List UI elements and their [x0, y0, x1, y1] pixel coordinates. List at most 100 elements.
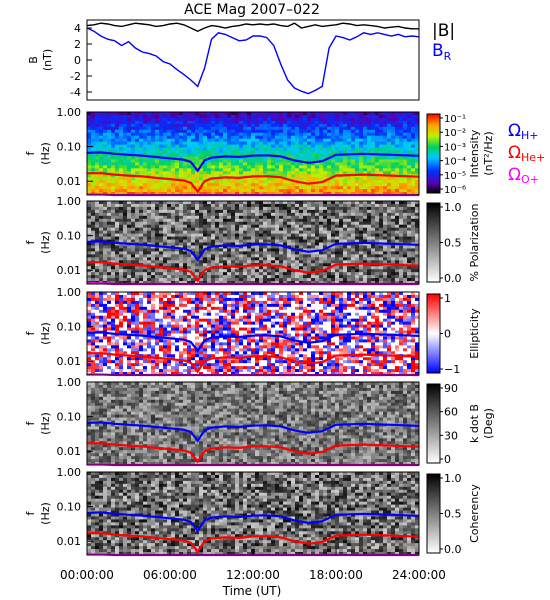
- colorbar-label-ellipticity: Ellipticity: [468, 308, 481, 359]
- gyro-line-h-plus-coherency: [86, 511, 420, 533]
- xtick-label: 18:00:00: [309, 568, 363, 582]
- b-ytick-label: 0: [74, 54, 81, 67]
- colorbar-tick-label: 1: [444, 292, 451, 305]
- legend-br-sub: R: [444, 50, 452, 63]
- ylabel-hz: (Hz): [39, 502, 52, 525]
- ytick-label: 0.10: [57, 411, 82, 424]
- colorbar-intensity: [426, 113, 441, 194]
- colorbar-tick-label: 10⁻¹: [444, 114, 466, 125]
- panel-frame-kdotb: [86, 381, 420, 466]
- ytick-label: 1.00: [57, 195, 82, 208]
- gyro-line-he-plus-polarization: [87, 261, 420, 283]
- b-ytick-label: 2: [74, 38, 81, 51]
- colorbar-tick-label: 0: [444, 328, 451, 341]
- ytick-label: 0.01: [57, 264, 82, 277]
- colorbar-kdotb: [426, 383, 441, 464]
- ylabel-f: f: [24, 510, 37, 515]
- heatmap-polarization: [87, 201, 420, 285]
- b-ylabel-line1: B: [27, 56, 40, 64]
- b-field-panel: 420-2-4 B (nT) |B| BR: [27, 19, 455, 101]
- legend-btot: |B|: [432, 21, 455, 41]
- panel-frame-intensity: [86, 111, 420, 196]
- colorbar-tick-label: 30: [444, 429, 458, 442]
- ytick-label: 0.10: [57, 141, 82, 154]
- ytick-label: 1.00: [57, 286, 82, 299]
- colorbar-tick-label: 10⁻⁵: [444, 171, 466, 182]
- gyro-line-h-plus-polarization: [86, 240, 420, 262]
- spectrogram-panel-intensity: 1.00 0.10 0.01 f (Hz) 10⁻¹ 10⁻² 10⁻³ 10⁻⁴ 10⁻⁵ 10⁻…: [24, 106, 495, 197]
- gyro-legend-he-plus: ΩHe+: [508, 143, 545, 164]
- colorbar-tick-label: 0.5: [444, 237, 462, 250]
- chart-title: ACE Mag 2007–022: [184, 2, 320, 18]
- panel-frame-ellipticity: [86, 291, 420, 376]
- colorbar-tick-label: 0: [444, 453, 451, 466]
- colorbar-tick-label: 0.0: [444, 543, 462, 556]
- ylabel-hz: (Hz): [39, 412, 52, 435]
- spectrogram-panel-ellipticity: 1.00 0.10 0.01 f (Hz) 1 0 −1 Ellipticity: [24, 286, 481, 377]
- spectrogram-panel-kdotb: 1.00 0.10 0.01 f (Hz) 90 60 30 0 k dot B (Deg): [24, 376, 495, 467]
- b-ytick-label: -2: [70, 70, 81, 83]
- legend-br-main: B: [432, 41, 444, 61]
- b-ytick-label: -4: [70, 86, 81, 99]
- ylabel-hz: (Hz): [39, 322, 52, 345]
- gyro-legend-h-plus: ΩH+: [508, 121, 539, 142]
- colorbar-label-intensity: (nT²/Hz): [482, 131, 495, 175]
- colorbar-label-intensity: Intensity: [468, 129, 481, 177]
- ytick-label: 1.00: [57, 466, 82, 479]
- series-btot-line: [86, 22, 419, 32]
- colorbar-tick-label: 1.0: [444, 472, 462, 485]
- ylabel-hz: (Hz): [39, 142, 52, 165]
- panel-frame-polarization: [86, 200, 420, 285]
- ytick-label: 0.01: [57, 535, 82, 548]
- series-br-line: [86, 27, 420, 95]
- ylabel-f: f: [24, 420, 37, 425]
- ylabel-hz: (Hz): [39, 231, 52, 254]
- colorbar-label-kdotb: (Deg): [482, 408, 495, 439]
- colorbar-tick-label: 60: [444, 406, 458, 419]
- xtick-label: 12:00:00: [226, 568, 280, 582]
- colorbar-tick-label: 10⁻³: [444, 142, 466, 153]
- ytick-label: 1.00: [57, 376, 82, 389]
- ytick-label: 0.01: [57, 445, 82, 458]
- colorbar-ellipticity: [426, 293, 441, 374]
- colorbar-tick-label: 1.0: [444, 201, 462, 214]
- b-ylabel-line2: (nT): [41, 49, 54, 71]
- colorbar-tick-label: 90: [444, 382, 458, 395]
- colorbar-tick-label: 0.5: [444, 508, 462, 521]
- gyro-legend-o-plus: ΩO+: [508, 165, 539, 186]
- gyro-line-he-plus-intensity: [87, 172, 420, 194]
- x-axis-label: Time (UT): [222, 584, 282, 598]
- xtick-label: 24:00:00: [392, 568, 446, 582]
- b-ytick-label: 4: [74, 22, 81, 35]
- heatmap-coherency: [87, 472, 420, 556]
- xtick-label: 06:00:00: [143, 568, 197, 582]
- ytick-label: 0.10: [57, 501, 82, 514]
- colorbar-label-kdotb: k dot B: [468, 404, 481, 443]
- colorbar-tick-label: 10⁻²: [444, 128, 466, 139]
- ylabel-f: f: [24, 330, 37, 335]
- spectrogram-panel-coherency: 1.00 0.10 0.01 f (Hz) 1.0 0.5 0.0 Coherency: [24, 466, 481, 557]
- gyro-line-he-plus-kdotb: [87, 442, 420, 464]
- colorbar-tick-label: 10⁻⁴: [444, 157, 466, 168]
- ylabel-f: f: [24, 150, 37, 155]
- ytick-label: 0.10: [57, 321, 82, 334]
- gyro-line-h-plus-intensity: [86, 151, 420, 173]
- legend-br: BR: [432, 41, 452, 63]
- colorbar-label-coherency: Coherency: [468, 484, 481, 543]
- gyro-line-he-plus-coherency: [87, 532, 420, 554]
- heatmap-intensity: [87, 112, 420, 196]
- colorbar-tick-label: −1: [444, 363, 460, 376]
- ytick-label: 0.01: [57, 175, 82, 188]
- gyro-line-he-plus-ellipticity: [87, 352, 420, 374]
- ytick-label: 1.00: [57, 106, 82, 119]
- colorbar-label-polarization: % Polarization: [468, 204, 481, 282]
- ylabel-f: f: [24, 239, 37, 244]
- b-field-frame: [86, 19, 420, 101]
- ytick-label: 0.10: [57, 230, 82, 243]
- gyro-line-h-plus-kdotb: [86, 421, 420, 443]
- xtick-label: 00:00:00: [60, 568, 114, 582]
- colorbar-polarization: [426, 202, 441, 283]
- colorbar-tick-label: 0.0: [444, 272, 462, 285]
- colorbar-tick-label: 10⁻⁶: [444, 185, 466, 196]
